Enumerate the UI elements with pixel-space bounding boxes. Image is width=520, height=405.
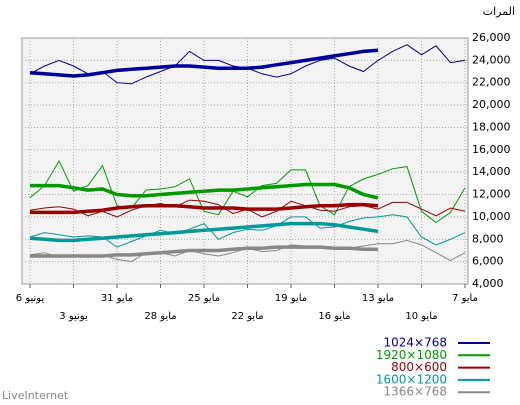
y-tick-label: 4,000 [472, 277, 504, 290]
x-tick-label: 22 مايو [231, 311, 263, 322]
y-tick-label: 22,000 [472, 76, 511, 89]
legend-label: 800×600 [391, 360, 447, 374]
legend-label: 1366×768 [384, 385, 448, 399]
legend-label: 1920×1080 [376, 348, 447, 362]
trend-line [30, 182, 379, 200]
x-tick-label: 7 مايو [452, 293, 478, 304]
series-line [29, 159, 466, 224]
y-tick-label: 16,000 [472, 143, 511, 156]
x-tick-label: 3 يونيو [59, 311, 88, 322]
x-tick-label: 25 مايو [188, 293, 220, 304]
y-tick-label: 8,000 [472, 232, 504, 245]
x-tick-label: 19 مايو [275, 293, 307, 304]
y-tick-label: 26,000 [472, 31, 511, 44]
trend-line [29, 48, 379, 78]
y-tick-label: 6,000 [472, 255, 504, 268]
x-tick-label: 31 مايو [101, 293, 133, 304]
x-tick-label: 28 مايو [144, 311, 176, 322]
x-tick-label: 16 مايو [318, 311, 350, 322]
y-axis-title: المرات [483, 5, 515, 18]
y-tick-label: 14,000 [472, 165, 511, 178]
y-tick-label: 20,000 [472, 98, 511, 111]
legend-label: 1600×1200 [376, 372, 447, 386]
y-tick-label: 10,000 [472, 210, 511, 223]
trend-line [30, 202, 379, 215]
x-tick-label: 10 مايو [405, 311, 437, 322]
x-tick-label: 13 مايو [362, 293, 394, 304]
y-tick-label: 24,000 [472, 53, 511, 66]
y-tick-label: 18,000 [472, 120, 511, 133]
source-label: LiveInternet [2, 389, 69, 402]
y-tick-label: 12,000 [472, 188, 511, 201]
trend-line [29, 221, 379, 243]
legend-label: 1024×768 [384, 336, 448, 350]
trend-line [30, 245, 378, 258]
x-tick-label: 6 يونيو [16, 293, 45, 304]
